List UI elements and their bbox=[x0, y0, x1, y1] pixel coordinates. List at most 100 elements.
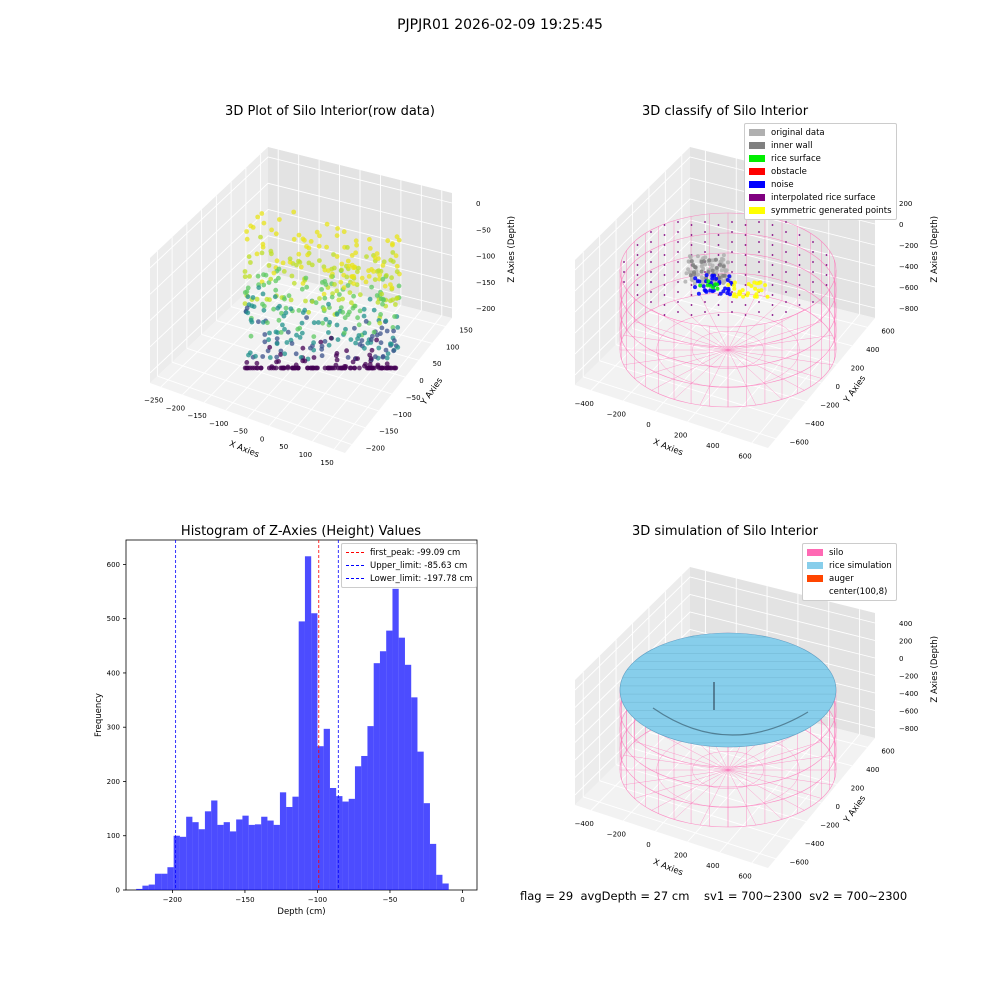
data-point bbox=[317, 296, 322, 301]
data-point bbox=[319, 343, 325, 349]
inner-wall-point bbox=[718, 262, 722, 267]
symmetric-point bbox=[732, 283, 736, 288]
data-point bbox=[351, 293, 356, 299]
data-point bbox=[356, 265, 361, 271]
classify-legend-entry: interpolated rice surface bbox=[749, 191, 892, 204]
data-point bbox=[245, 294, 251, 300]
interpolated-point bbox=[785, 301, 787, 303]
data-point bbox=[363, 319, 369, 324]
data-point bbox=[367, 362, 373, 367]
interpolated-point bbox=[771, 224, 774, 226]
data-point bbox=[380, 263, 386, 268]
interpolated-point bbox=[731, 251, 733, 253]
data-point bbox=[267, 297, 272, 303]
interpolated-point bbox=[650, 241, 652, 243]
silo-floor-spoke bbox=[727, 769, 757, 826]
histogram-legend-entry: Lower_limit: -197.78 cm bbox=[346, 572, 472, 585]
data-point bbox=[380, 354, 386, 359]
symmetric-point bbox=[756, 288, 761, 293]
silo-floor-spoke bbox=[699, 294, 729, 351]
interpolated-point bbox=[663, 244, 666, 246]
data-point bbox=[294, 262, 299, 268]
data-point bbox=[384, 361, 390, 367]
data-point bbox=[380, 296, 386, 302]
data-point bbox=[339, 267, 344, 273]
interpolated-point bbox=[731, 301, 733, 303]
rice-surface-point bbox=[711, 285, 716, 290]
z-tick-label: 400 bbox=[899, 620, 912, 628]
x-tick-label: 400 bbox=[706, 442, 719, 450]
histogram-bar bbox=[273, 824, 280, 890]
z-tick-label: 0 bbox=[476, 200, 480, 208]
data-point bbox=[345, 283, 351, 288]
data-point bbox=[345, 355, 351, 360]
histogram-bar bbox=[223, 822, 230, 890]
data-point bbox=[341, 330, 347, 336]
interpolated-point bbox=[758, 271, 760, 273]
data-point bbox=[302, 307, 308, 313]
data-point bbox=[247, 274, 253, 279]
data-point bbox=[388, 282, 393, 287]
y-gridline bbox=[186, 347, 379, 412]
z-gridline bbox=[574, 594, 876, 708]
silo-floor-spoke bbox=[673, 349, 729, 400]
noise-point bbox=[704, 273, 709, 278]
data-point bbox=[242, 269, 248, 274]
y-gridline bbox=[599, 360, 792, 421]
x-tick-label: −200 bbox=[163, 896, 182, 904]
original-point bbox=[692, 281, 697, 286]
data-point bbox=[393, 253, 399, 259]
data-point bbox=[354, 242, 359, 248]
y-tick-label: 600 bbox=[881, 327, 894, 335]
data-point bbox=[334, 288, 340, 294]
data-point bbox=[345, 258, 351, 264]
data-point bbox=[359, 275, 365, 281]
interpolated-point bbox=[690, 244, 693, 246]
data-point bbox=[322, 295, 328, 301]
data-point bbox=[390, 250, 396, 255]
data-point bbox=[267, 330, 272, 336]
data-point bbox=[246, 254, 252, 259]
histogram-bar bbox=[429, 843, 437, 890]
data-point bbox=[247, 350, 253, 356]
histogram-bar bbox=[342, 801, 349, 890]
data-point bbox=[330, 291, 335, 296]
data-point bbox=[300, 345, 306, 351]
histogram-legend-label: Lower_limit: -197.78 cm bbox=[370, 573, 473, 584]
interpolated-point bbox=[798, 304, 801, 306]
y-tick-label: 200 bbox=[851, 784, 864, 792]
data-point bbox=[365, 365, 371, 371]
interpolated-point bbox=[623, 271, 625, 273]
classify-legend-swatch bbox=[749, 168, 765, 175]
interpolated-point bbox=[731, 271, 733, 273]
y-tick-label: 100 bbox=[107, 832, 120, 840]
data-point bbox=[371, 307, 377, 313]
histogram-bar bbox=[211, 800, 218, 890]
data-point bbox=[281, 269, 287, 274]
data-point bbox=[379, 325, 385, 331]
data-point bbox=[276, 266, 282, 272]
z-tick-label: 0 bbox=[899, 221, 903, 229]
data-point bbox=[260, 291, 266, 297]
histogram-bar bbox=[317, 746, 324, 890]
rice-surface-points bbox=[698, 279, 720, 291]
silo-floor-spoke bbox=[727, 769, 805, 811]
interpolated-point bbox=[690, 294, 693, 296]
data-point bbox=[335, 226, 340, 231]
data-point bbox=[304, 315, 309, 320]
data-point bbox=[271, 270, 277, 276]
original-point bbox=[721, 257, 726, 262]
data-point bbox=[256, 319, 261, 325]
symmetric-point bbox=[732, 286, 737, 291]
data-point bbox=[324, 244, 329, 250]
histogram-bar bbox=[236, 819, 243, 890]
data-point bbox=[282, 296, 287, 302]
data-point bbox=[255, 273, 261, 279]
x-tick-label: 150 bbox=[320, 459, 333, 467]
data-point bbox=[349, 274, 355, 280]
histogram-bar bbox=[148, 884, 155, 890]
z-gridline bbox=[574, 611, 876, 726]
data-point bbox=[320, 320, 325, 326]
data-point bbox=[285, 329, 291, 335]
histogram-bars bbox=[136, 556, 449, 890]
